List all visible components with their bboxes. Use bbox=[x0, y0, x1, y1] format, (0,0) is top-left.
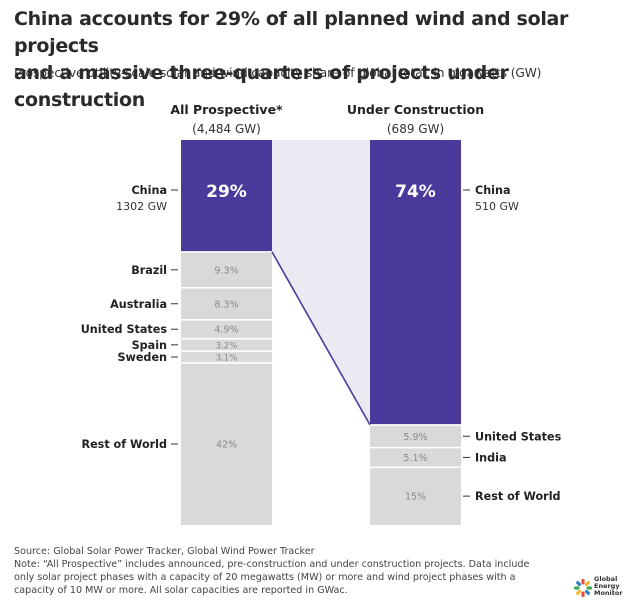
logo-petal bbox=[574, 586, 580, 590]
category-label-united-states: United States bbox=[475, 430, 562, 443]
bar-all-prospective-united-states bbox=[181, 319, 272, 339]
value-label-india: 5.1% bbox=[403, 453, 427, 464]
logo-petal bbox=[581, 579, 585, 585]
category-label-china: China bbox=[475, 184, 511, 197]
bar-all-prospective-china bbox=[181, 140, 272, 252]
value-label-australia: 8.3% bbox=[214, 299, 238, 310]
logo-petal bbox=[584, 581, 590, 587]
column-total-2: (689 GW) bbox=[387, 122, 444, 136]
value-label-sweden: 3.1% bbox=[216, 353, 238, 363]
value-label-united-states: 5.9% bbox=[403, 432, 427, 443]
china-connector-edge bbox=[271, 251, 371, 426]
bar-all-prospective-rest-of-world bbox=[181, 362, 272, 525]
logo-line-1: Global bbox=[594, 575, 618, 583]
category-label-rest-of-world: Rest of World bbox=[81, 438, 167, 451]
chart-title: China accounts for 29% of all planned wi… bbox=[14, 6, 626, 114]
category-label-rest-of-world: Rest of World bbox=[475, 490, 561, 503]
bar-all-prospective-brazil bbox=[181, 251, 272, 288]
bar-under-construction-united-states bbox=[370, 424, 461, 448]
bar-under-construction-india bbox=[370, 447, 461, 468]
title-line-1: China accounts for 29% of all planned wi… bbox=[14, 8, 569, 57]
logo-line-2: Energy bbox=[594, 582, 620, 590]
value-label-brazil: 9.3% bbox=[214, 265, 238, 276]
category-label-india: India bbox=[475, 451, 507, 464]
footer: Source: Global Solar Power Tracker, Glob… bbox=[14, 545, 554, 597]
bar-under-construction-rest-of-world bbox=[370, 467, 461, 525]
logo-petal bbox=[584, 589, 590, 595]
global-energy-monitor-logo bbox=[574, 579, 592, 597]
stacked-bar-chart: All Prospective* (4,484 GW) 29% China 1302 G… bbox=[81, 102, 562, 525]
category-label-china: China bbox=[131, 184, 167, 197]
column-header-2: Under Construction bbox=[347, 102, 484, 117]
footer-note-3: capacity of 10 MW or more. All solar cap… bbox=[14, 585, 348, 596]
title-line-2: and a massive three-quarters of projects… bbox=[14, 62, 509, 111]
china-connector bbox=[272, 140, 370, 425]
value-label-china: 74% bbox=[395, 182, 436, 202]
footer-note-1: Note: “All Prospective” includes announc… bbox=[14, 559, 530, 570]
logo-text: Global Energy Monitor bbox=[594, 576, 623, 597]
value-label-rest-of-world: 42% bbox=[216, 439, 237, 450]
column-total-1: (4,484 GW) bbox=[192, 122, 261, 136]
bar-all-prospective-spain bbox=[181, 338, 272, 352]
category-label-spain: Spain bbox=[132, 339, 167, 352]
value-label-china: 29% bbox=[206, 182, 247, 202]
logo-petal bbox=[586, 586, 592, 590]
value-label-rest-of-world: 15% bbox=[405, 492, 426, 503]
column-header-1: All Prospective* bbox=[170, 102, 283, 117]
value-label-united-states: 4.9% bbox=[214, 325, 238, 336]
logo-line-3: Monitor bbox=[594, 589, 623, 597]
category-label-united-states: United States bbox=[81, 323, 168, 336]
footer-source: Source: Global Solar Power Tracker, Glob… bbox=[14, 546, 315, 557]
value-label-spain: 3.2% bbox=[216, 341, 238, 351]
bar-all-prospective-australia bbox=[181, 287, 272, 320]
category-label-sweden: Sweden bbox=[117, 351, 167, 364]
category-sublabel-china: 510 GW bbox=[475, 200, 519, 213]
category-label-brazil: Brazil bbox=[131, 264, 167, 277]
bar-under-construction-china bbox=[370, 140, 461, 425]
category-label-australia: Australia bbox=[110, 298, 167, 311]
logo-petal bbox=[581, 591, 585, 597]
category-sublabel-china: 1302 GW bbox=[116, 200, 167, 213]
logo-petal bbox=[576, 581, 582, 587]
chart-subtitle: Prospective utility-scale solar and wind… bbox=[14, 66, 542, 80]
logo-petal bbox=[576, 589, 582, 595]
bar-all-prospective-sweden bbox=[181, 351, 272, 363]
footer-note-2: only solar project phases with a capacit… bbox=[14, 572, 516, 583]
